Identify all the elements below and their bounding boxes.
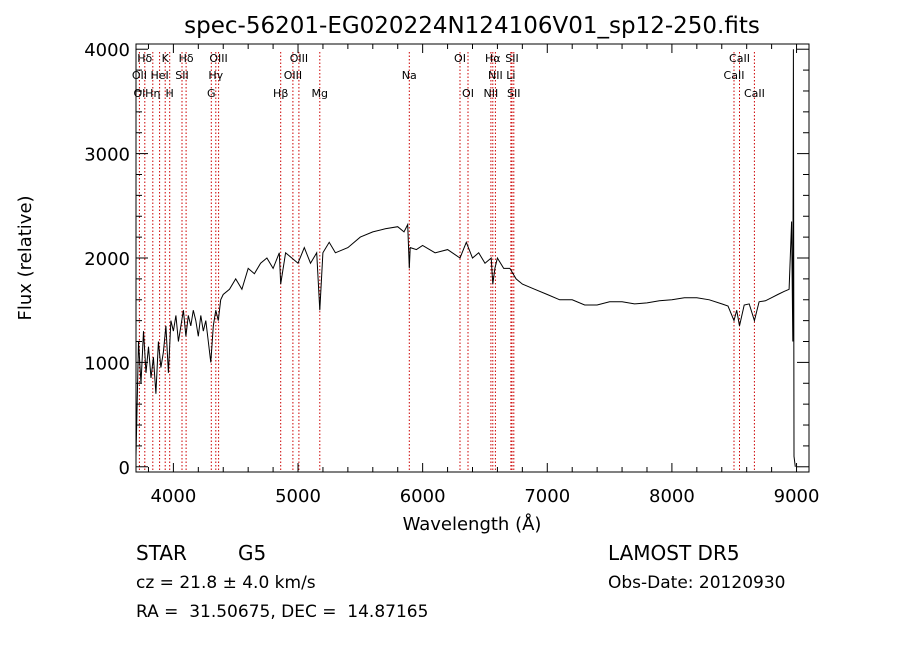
subclass: G5 <box>238 541 267 565</box>
y-tick-label: 0 <box>119 458 130 479</box>
x-tick-label: 8000 <box>649 486 695 507</box>
line-label: Hγ <box>208 69 223 82</box>
line-label: HeI <box>150 69 168 82</box>
y-axis: 0 1000 2000 3000 4000 <box>84 40 809 479</box>
line-label: SII <box>505 52 518 65</box>
line-label: G <box>207 87 216 100</box>
line-label: Hβ <box>273 87 288 100</box>
chart-title: spec-56201-EG020224N124106V01_sp12-250.f… <box>184 13 760 39</box>
line-label: CaII <box>729 52 750 65</box>
redshift-value: cz = 21.8 ± 4.0 km/s <box>136 573 316 593</box>
line-label: OIII <box>209 52 227 65</box>
y-tick-label: 1000 <box>84 353 130 374</box>
spectrum-series <box>135 49 796 467</box>
x-tick-label: 4000 <box>150 486 196 507</box>
line-label: Hδ <box>179 52 194 65</box>
line-labels: Hδ K Hδ OIII OIII OI Hα SII CaII OII HeI SII Hγ OIII N… <box>132 52 765 100</box>
y-tick-label: 2000 <box>84 249 130 270</box>
x-axis: 4000 5000 6000 7000 8000 9000 <box>147 44 820 507</box>
x-tick-label: 5000 <box>275 486 321 507</box>
line-label: OIII <box>290 52 308 65</box>
line-label: NII <box>488 69 503 82</box>
line-label: CaII <box>744 87 765 100</box>
line-label: NII <box>484 87 499 100</box>
line-label: Hδ <box>137 52 152 65</box>
line-label: CaII <box>724 69 745 82</box>
y-tick-label: 3000 <box>84 145 130 166</box>
coordinates: RA = 31.50675, DEC = 14.87165 <box>136 602 429 622</box>
line-label: Hα <box>485 52 501 65</box>
line-label: OI <box>133 87 145 100</box>
line-label: H <box>166 87 174 100</box>
x-tick-label: 7000 <box>524 486 570 507</box>
line-label: OIII <box>284 69 302 82</box>
x-tick-label: 9000 <box>774 486 820 507</box>
line-label: Li <box>506 69 515 82</box>
line-markers <box>138 52 755 472</box>
line-label: Mg <box>312 87 328 100</box>
line-label: Na <box>402 69 417 82</box>
object-class: STAR <box>136 541 187 565</box>
line-label: OII <box>132 69 147 82</box>
line-label: OI <box>454 52 466 65</box>
line-label: SII <box>507 87 520 100</box>
x-axis-label: Wavelength (Å) <box>403 513 542 535</box>
line-label: K <box>162 52 170 65</box>
line-label: Hη <box>145 87 160 100</box>
y-axis-label: Flux (relative) <box>15 195 36 320</box>
obs-date: Obs-Date: 20120930 <box>608 573 786 593</box>
line-label: SII <box>175 69 188 82</box>
survey-name: LAMOST DR5 <box>608 541 740 565</box>
x-tick-label: 6000 <box>400 486 446 507</box>
line-label: OI <box>462 87 474 100</box>
y-tick-label: 4000 <box>84 40 130 61</box>
